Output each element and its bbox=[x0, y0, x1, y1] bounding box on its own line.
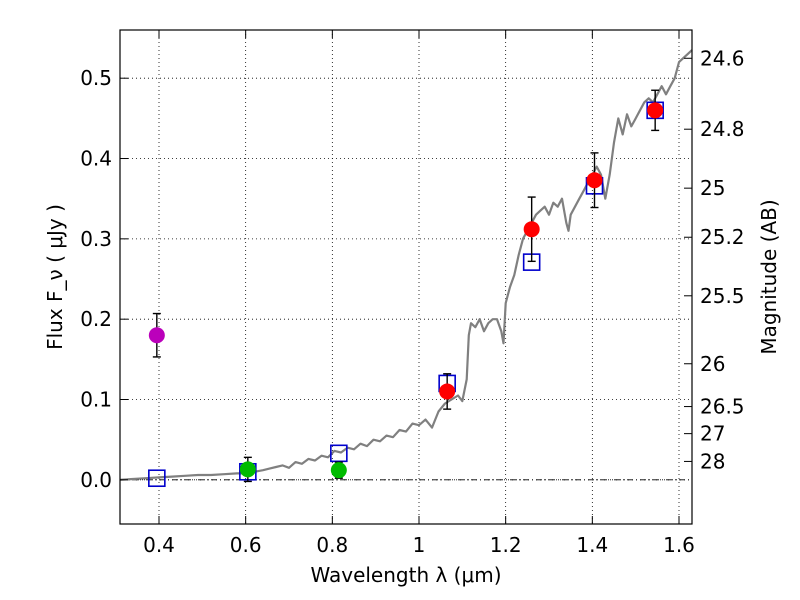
x-tick-label: 0.4 bbox=[143, 533, 175, 557]
x-tick-label: 1.6 bbox=[663, 533, 695, 557]
y2-tick-label: 24.8 bbox=[700, 117, 745, 141]
y2-tick-label: 27 bbox=[700, 422, 725, 446]
y2-tick-label: 26 bbox=[700, 352, 725, 376]
x-tick-label: 1.2 bbox=[490, 533, 522, 557]
photometry-point bbox=[439, 383, 456, 400]
x-axis-label: Wavelength λ (μm) bbox=[310, 563, 501, 587]
plot-frame bbox=[119, 29, 693, 525]
x-tick-label: 1.4 bbox=[576, 533, 608, 557]
y2-tick-label: 25 bbox=[700, 176, 725, 200]
photometry-point bbox=[148, 327, 165, 344]
y2-tick-label: 25.2 bbox=[700, 225, 745, 249]
y-tick-label: 0.0 bbox=[80, 468, 112, 492]
photometry-point bbox=[330, 462, 347, 479]
y2-tick-label: 24.6 bbox=[700, 46, 745, 70]
y2-tick-label: 28 bbox=[700, 449, 725, 473]
y-tick-label: 0.2 bbox=[80, 307, 112, 331]
model-photometry-square bbox=[148, 469, 166, 488]
x-tick-label: 0.6 bbox=[230, 533, 262, 557]
axis-ticks: 0.4 0.6 0.8 1 1.2 1.4 1.6 0.0 0.1 0.2 0.3 0.4 0.5 24.… bbox=[80, 30, 745, 557]
grid-lines bbox=[120, 30, 692, 524]
y-tick-label: 0.5 bbox=[80, 66, 112, 90]
y-tick-label: 0.1 bbox=[80, 387, 112, 411]
y-tick-label: 0.3 bbox=[80, 227, 112, 251]
data-layer bbox=[119, 49, 693, 488]
y2-tick-label: 25.5 bbox=[700, 284, 745, 308]
y-tick-label: 0.4 bbox=[80, 147, 112, 171]
photometry-point bbox=[239, 461, 256, 478]
y-axis-label: Flux F_ν ( μJy ) bbox=[43, 204, 67, 350]
model-photometry-square bbox=[330, 444, 348, 463]
photometry-point bbox=[647, 102, 664, 119]
model-spectrum-line bbox=[119, 49, 693, 481]
y2-axis-label: Magnitude (AB) bbox=[757, 199, 781, 354]
x-tick-label: 0.8 bbox=[316, 533, 348, 557]
y2-tick-label: 26.5 bbox=[700, 395, 745, 419]
photometry-point bbox=[586, 172, 603, 189]
photometry-point bbox=[523, 221, 540, 238]
x-tick-label: 1 bbox=[413, 533, 426, 557]
